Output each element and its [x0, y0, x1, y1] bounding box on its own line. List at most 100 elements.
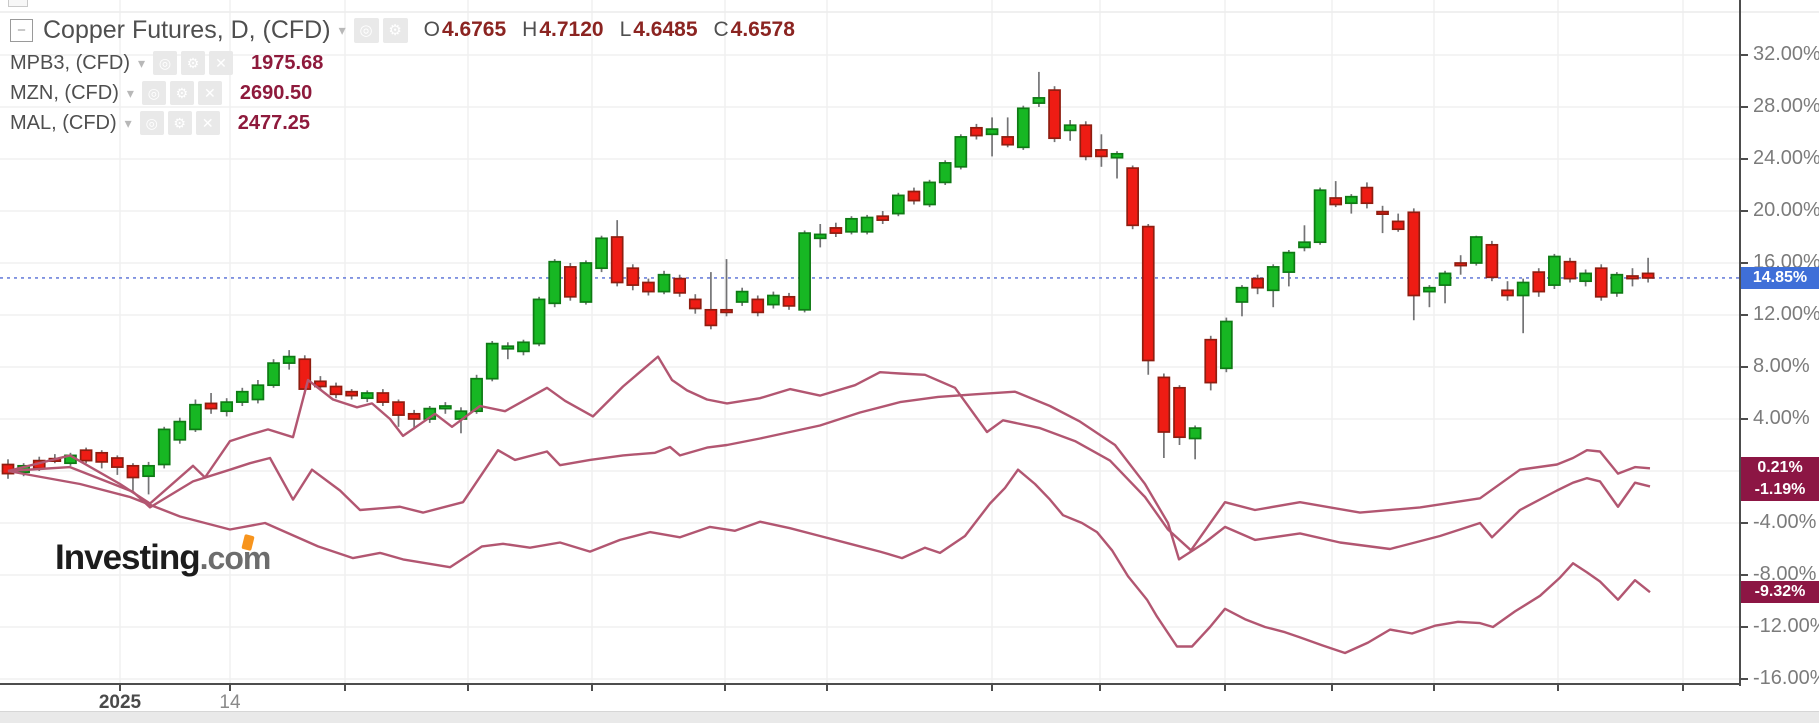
candle-body [376, 392, 390, 403]
chevron-down-icon[interactable]: ▾ [338, 21, 346, 38]
legend-settings-icon[interactable]: ⚙ [167, 111, 192, 135]
candle-body [1548, 255, 1561, 286]
candle-body [1251, 277, 1264, 289]
collapsed-toolbar-tab[interactable] [8, 0, 28, 7]
candle-body [298, 358, 312, 390]
ohlc-item: H4.7120 [522, 18, 603, 42]
candle-body [970, 126, 983, 137]
candle-body [173, 420, 187, 441]
candle-body [1001, 136, 1015, 146]
candle-body [1048, 89, 1061, 140]
candle-body [876, 215, 890, 221]
candle-body [251, 384, 265, 401]
chevron-down-icon[interactable]: ▾ [126, 84, 134, 101]
candle-body [1016, 107, 1030, 149]
legend-symbol[interactable]: MAL, (CFD) [10, 111, 117, 134]
candle-body [1282, 251, 1296, 273]
candle-body [204, 402, 218, 410]
candle-body [907, 190, 921, 202]
candle-body [439, 405, 452, 410]
candle-body [157, 428, 171, 466]
logo-brand-text: Investing [55, 534, 255, 578]
y-axis-tick [1741, 210, 1748, 212]
candle-body [392, 401, 405, 416]
legend-eye-icon[interactable]: ◎ [139, 111, 164, 135]
candle-body [220, 401, 234, 413]
candle-body [532, 298, 546, 345]
chevron-down-icon[interactable]: ▾ [124, 114, 132, 131]
x-axis-tick [1682, 685, 1684, 691]
chevron-down-icon[interactable]: ▾ [138, 54, 146, 71]
candle-body [1313, 189, 1327, 244]
candle-body [1501, 289, 1514, 297]
legend-eye-icon[interactable]: ◎ [153, 51, 178, 75]
candle-body [563, 266, 577, 298]
legend-row: MZN, (CFD) ▾ ◎ ⚙ ✕ 2690.50 [10, 78, 323, 108]
legend-symbol[interactable]: MPB3, (CFD) [10, 51, 130, 74]
x-axis-tick [229, 685, 231, 691]
candle-body [110, 457, 124, 468]
y-axis-tick [1741, 158, 1748, 160]
y-axis-label: -8.00% [1753, 563, 1817, 585]
candle-body [548, 260, 562, 305]
ohlc-value: 4.6578 [730, 18, 795, 41]
legend-settings-icon[interactable]: ⚙ [169, 81, 194, 105]
legend-close-icon[interactable]: ✕ [209, 51, 234, 75]
ohlc-letter: L [619, 18, 632, 41]
title-settings-icon[interactable]: ⚙ [382, 17, 408, 43]
x-axis-label: 2025 [98, 692, 142, 713]
candle-body [189, 403, 202, 431]
legend-buttons: ◎ ⚙ ✕ [141, 81, 226, 105]
legend-close-icon[interactable]: ✕ [197, 81, 222, 105]
title-buttons: ◎ ⚙ [353, 17, 412, 43]
x-axis-tick [1557, 685, 1559, 691]
candle-body [95, 451, 109, 463]
candle-body [1376, 210, 1389, 215]
x-axis-label: 14 [219, 692, 241, 713]
candle-body [1407, 211, 1421, 297]
symbol-title[interactable]: Copper Futures, D, (CFD) [43, 15, 331, 44]
candle-body [704, 308, 718, 327]
title-eye-icon[interactable]: ◎ [353, 17, 379, 43]
bottom-scrollbar[interactable] [0, 711, 1819, 723]
legend-symbol[interactable]: MZN, (CFD) [10, 81, 119, 104]
legend-settings-icon[interactable]: ⚙ [181, 51, 206, 75]
series-price-badge: 0.21% [1741, 457, 1819, 480]
candle-body [579, 262, 593, 303]
logo-domain-text: .com [199, 540, 272, 576]
candle-body [1220, 320, 1233, 370]
candle-body [798, 232, 811, 311]
collapse-icon[interactable]: − [10, 18, 33, 42]
candle-body [813, 233, 827, 240]
x-axis-tick [344, 685, 346, 691]
candle-body [267, 362, 280, 387]
title-row: − Copper Futures, D, (CFD) ▾ ◎ ⚙ O4.6765 H… [10, 12, 811, 48]
candle-body [1532, 271, 1546, 293]
comparison-legend: MPB3, (CFD) ▾ ◎ ⚙ ✕ 1975.68 MZN, (CFD) ▾ ◎ ⚙ ✕ 2690… [10, 48, 323, 138]
y-axis-label: 12.00% [1753, 303, 1819, 325]
candle-body [1032, 97, 1046, 104]
candle-body [470, 377, 483, 413]
comparison-line-MAL [7, 468, 1651, 655]
candle-body [845, 217, 858, 233]
last-price-badge: 14.85% [1741, 266, 1819, 289]
legend-eye-icon[interactable]: ◎ [141, 81, 166, 105]
candle-body [1438, 272, 1452, 286]
candle-body [1563, 260, 1577, 280]
candle-body [1360, 186, 1374, 205]
candle-body [517, 341, 530, 353]
candle-body [329, 385, 343, 396]
y-axis-label: 24.00% [1753, 147, 1819, 169]
candle-body [1641, 272, 1655, 279]
y-axis-tick [1741, 418, 1748, 420]
y-axis-tick [1741, 54, 1748, 56]
legend-row: MPB3, (CFD) ▾ ◎ ⚙ ✕ 1975.68 [10, 48, 323, 78]
candle-body [345, 390, 358, 397]
candle-body [126, 464, 140, 479]
y-axis-label: 8.00% [1753, 355, 1810, 377]
legend-close-icon[interactable]: ✕ [195, 111, 220, 135]
candle-body [1063, 124, 1077, 132]
x-axis-tick [591, 685, 593, 691]
